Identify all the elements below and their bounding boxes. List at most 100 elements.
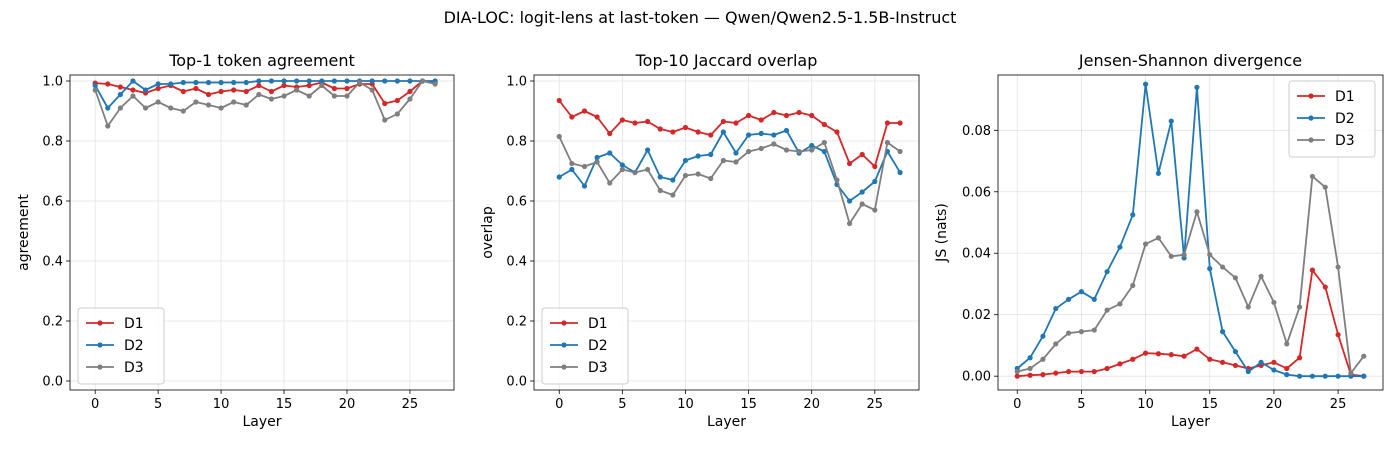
data-point-d2 xyxy=(117,91,123,98)
data-point-d1 xyxy=(607,130,613,137)
series-line-d3 xyxy=(94,80,436,127)
series-line-d3 xyxy=(1017,175,1365,375)
data-point-d3 xyxy=(382,117,388,123)
data-point-d1 xyxy=(758,117,764,123)
legend-label-d2: D2 xyxy=(588,338,608,354)
x-tick-label: 15 xyxy=(740,397,757,412)
data-point-d1 xyxy=(1296,355,1303,361)
data-point-d3 xyxy=(1040,356,1046,362)
axes-frame xyxy=(69,74,455,391)
data-point-d2 xyxy=(1361,373,1367,379)
x-tick-label: 5 xyxy=(618,397,626,412)
legend-marker-d1 xyxy=(561,320,567,326)
y-tick-label: 0.0 xyxy=(42,375,63,390)
series-line-d1 xyxy=(558,99,901,168)
panel-jensen-shannon-divergence: 0 5 10 15 20 25 0.00 0.02 0.04 0.06 0.08 Jensen-Sha… xyxy=(934,51,1384,430)
data-point-d2 xyxy=(670,177,676,183)
data-point-d3 xyxy=(884,139,891,146)
data-point-d3 xyxy=(897,148,903,155)
series-line-d2 xyxy=(1016,83,1364,378)
data-point-d2 xyxy=(243,79,249,86)
data-point-d3 xyxy=(256,91,262,98)
data-point-d1 xyxy=(105,81,111,87)
data-point-d3 xyxy=(1232,275,1239,281)
data-point-d2 xyxy=(168,81,174,87)
x-tick-label: 25 xyxy=(402,397,419,412)
data-point-d1 xyxy=(193,85,199,92)
data-point-d2 xyxy=(394,78,400,84)
data-point-d2 xyxy=(1091,296,1097,302)
data-point-d2 xyxy=(619,162,625,168)
data-point-d3 xyxy=(1271,299,1277,306)
data-point-d2 xyxy=(1271,367,1277,373)
panel-title: Top-10 Jaccard overlap xyxy=(635,51,818,70)
data-point-d3 xyxy=(331,93,337,99)
data-point-d1 xyxy=(708,132,714,138)
data-point-d3 xyxy=(1284,341,1290,347)
data-point-d3 xyxy=(1014,368,1020,375)
data-point-d1 xyxy=(1065,368,1072,375)
data-point-d1 xyxy=(1053,370,1059,376)
data-point-d3 xyxy=(796,148,802,155)
data-point-d1 xyxy=(720,118,726,125)
data-point-d2 xyxy=(1207,266,1213,272)
legend-marker-d2 xyxy=(561,342,567,348)
data-point-d3 xyxy=(1296,304,1303,310)
data-point-d1 xyxy=(1014,373,1020,379)
data-point-d2 xyxy=(1065,296,1072,302)
data-point-d1 xyxy=(281,82,287,89)
legend-label-d3: D3 xyxy=(124,360,144,376)
data-point-d2 xyxy=(733,150,739,156)
data-point-d1 xyxy=(897,120,903,126)
data-point-d3 xyxy=(1168,253,1174,259)
data-point-d3 xyxy=(432,81,438,87)
data-point-d3 xyxy=(1207,252,1213,258)
y-tick-label: 0.04 xyxy=(962,247,991,262)
x-axis-label: Layer xyxy=(242,414,281,430)
y-tick-label: 0.8 xyxy=(42,135,63,150)
data-point-d2 xyxy=(92,82,98,89)
axes-frame xyxy=(533,74,920,391)
data-point-d2 xyxy=(872,178,878,185)
data-point-d1 xyxy=(117,84,123,90)
data-point-d2 xyxy=(581,183,588,189)
data-point-d2 xyxy=(231,79,237,86)
data-point-d2 xyxy=(382,78,388,84)
x-tick-label: 15 xyxy=(276,397,293,412)
data-point-d1 xyxy=(243,88,249,95)
data-point-d1 xyxy=(394,97,400,104)
data-point-d3 xyxy=(130,93,136,99)
y-tick-label: 0.2 xyxy=(506,315,527,330)
data-point-d1 xyxy=(569,114,575,120)
data-point-d1 xyxy=(632,120,638,126)
legend-marker-d2 xyxy=(97,342,103,348)
data-point-d3 xyxy=(758,145,764,152)
legend-box xyxy=(77,307,165,385)
legend-marker-d3 xyxy=(561,364,567,370)
data-point-d3 xyxy=(117,105,123,111)
data-point-d2 xyxy=(569,166,575,173)
x-tick-label: 15 xyxy=(1201,397,1218,412)
data-point-d3 xyxy=(105,123,111,129)
y-axis-label: agreement xyxy=(16,194,32,271)
data-point-d1 xyxy=(594,114,600,120)
data-point-d2 xyxy=(1245,368,1251,375)
data-point-d3 xyxy=(859,201,865,207)
data-point-d3 xyxy=(319,82,325,89)
x-tick-label: 20 xyxy=(1266,397,1283,412)
data-point-d1 xyxy=(1194,346,1200,352)
legend-label-d2: D2 xyxy=(1335,111,1355,127)
data-point-d2 xyxy=(130,78,136,84)
data-point-d3 xyxy=(695,171,701,177)
series-line-d1 xyxy=(1017,269,1364,378)
data-point-d1 xyxy=(1091,368,1097,375)
legend-label-d1: D1 xyxy=(1335,89,1355,105)
data-point-d3 xyxy=(281,93,287,99)
data-point-d1 xyxy=(745,112,752,119)
y-tick-label: 0.6 xyxy=(506,195,527,210)
data-point-d3 xyxy=(1142,241,1149,247)
data-point-d2 xyxy=(1296,373,1303,379)
data-point-d3 xyxy=(1348,370,1354,376)
data-point-d3 xyxy=(809,147,815,153)
data-point-d1 xyxy=(783,112,790,119)
